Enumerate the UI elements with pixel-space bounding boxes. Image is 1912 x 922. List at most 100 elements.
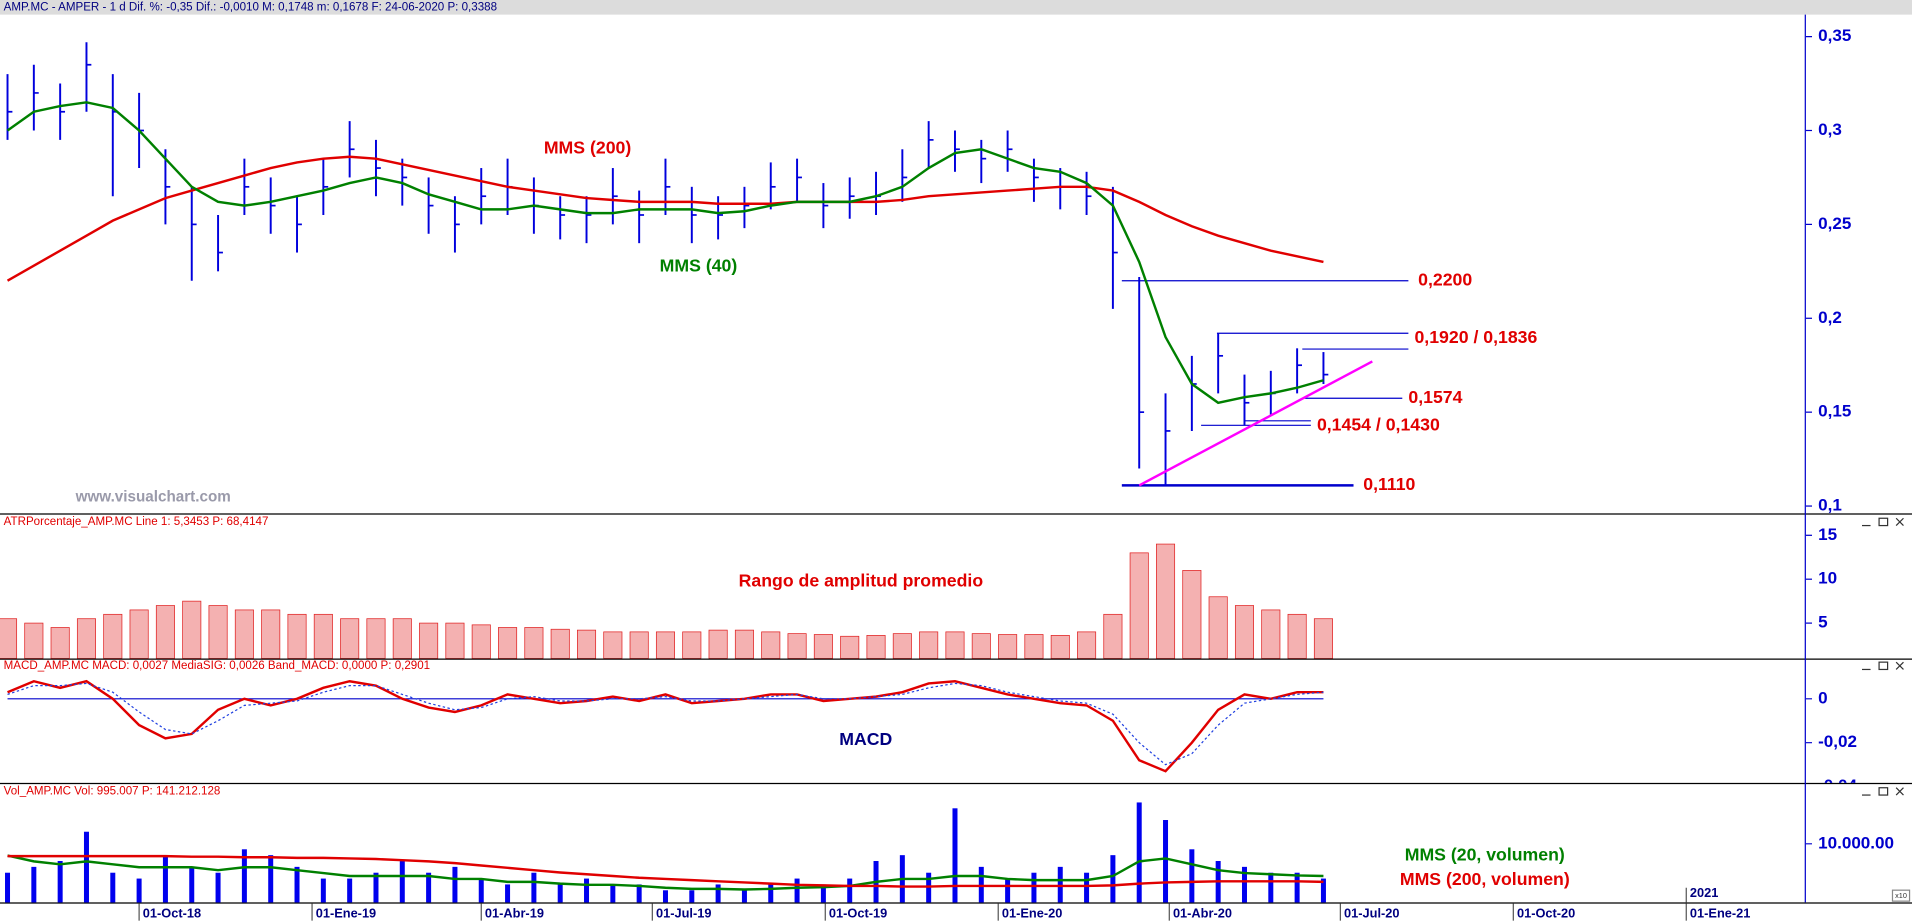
line-series (7, 854, 1324, 891)
bar (1129, 552, 1149, 659)
bar (577, 629, 597, 659)
y-tick-label: 0,1 (1818, 496, 1842, 515)
bar (1136, 802, 1142, 903)
series-label: MMS (200) (544, 137, 631, 157)
bar (768, 884, 774, 903)
x-tick-label: 01-Abr-19 (485, 905, 544, 920)
bar (1031, 872, 1037, 903)
bar (1182, 570, 1202, 659)
bar (655, 631, 675, 659)
year-label: 2021 (1690, 885, 1718, 900)
bar (347, 878, 353, 903)
bar (741, 890, 747, 903)
bar (557, 884, 563, 903)
x-tick-label: 01-Ene-20 (1002, 905, 1062, 920)
window-controls[interactable] (1862, 517, 1904, 796)
bar (340, 618, 360, 659)
bar (215, 872, 221, 903)
bar (998, 634, 1018, 659)
level-label: 0,2200 (1418, 269, 1472, 289)
line-series (7, 854, 1324, 888)
bar (971, 633, 991, 659)
y-tick-label: 0,3 (1818, 120, 1842, 139)
bar (1241, 866, 1247, 903)
bar (373, 872, 379, 903)
bar (787, 633, 807, 659)
bar (1005, 878, 1011, 903)
bar (268, 855, 274, 903)
bar (629, 631, 649, 659)
bar (419, 622, 439, 659)
bar (0, 618, 18, 659)
bar (320, 878, 326, 903)
line-series (6, 101, 1324, 405)
level-label: 0,1110 (1363, 474, 1415, 494)
watermark: www.visualchart.com (75, 489, 231, 506)
bar (294, 866, 300, 903)
bar (57, 861, 63, 903)
x-tick-label: 01-Oct-19 (829, 905, 887, 920)
bar (1313, 618, 1333, 659)
bar (83, 831, 89, 903)
bar (715, 884, 721, 903)
bar (919, 631, 939, 659)
bar (1024, 634, 1044, 659)
panel-header: ATRPorcentaje_AMP.MC Line 1: 5,3453 P: 6… (4, 516, 269, 528)
x-tick-label: 01-Ene-21 (1690, 905, 1750, 920)
bar (313, 613, 333, 659)
panel-header: Vol_AMP.MC Vol: 995.007 P: 141.212.128 (4, 785, 221, 797)
bar (392, 618, 412, 659)
bar (155, 605, 175, 659)
bar (1287, 613, 1307, 659)
bar (505, 884, 511, 903)
bar (110, 872, 116, 903)
y-tick-label: 0,25 (1818, 214, 1852, 233)
bar (445, 622, 465, 659)
line-series (6, 155, 1324, 282)
bar (478, 878, 484, 903)
bar (1261, 609, 1281, 659)
bar (234, 609, 254, 659)
bar (945, 631, 965, 659)
bar (1156, 543, 1176, 659)
bar (550, 628, 570, 659)
bar (366, 618, 386, 659)
annotation: MACD (839, 729, 892, 749)
scale-button[interactable] (1891, 889, 1911, 902)
panel: 0,1 0,15 0,2 0,25 0,3 0,35 www.visualchart.com… (6, 26, 1852, 515)
bar (471, 624, 491, 659)
x-tick-label: 01-Abr-20 (1173, 905, 1232, 920)
bar (1234, 605, 1254, 659)
line-series (7, 682, 1324, 766)
scale-button-label[interactable]: x10 (1895, 891, 1907, 900)
bar (708, 629, 728, 659)
series-label: MMS (40) (660, 256, 738, 276)
y-tick-label: 10.000.00 (1818, 833, 1894, 852)
bar (524, 627, 544, 659)
y-tick-label: -0,02 (1818, 732, 1857, 751)
bar (1294, 872, 1300, 903)
bar (1103, 613, 1123, 659)
y-tick-label: 0,15 (1818, 402, 1852, 421)
level-label: 0,1920 / 0,1836 (1414, 327, 1537, 347)
annotation: Rango de amplitud promedio (739, 570, 984, 590)
bar (1077, 631, 1097, 659)
bar (208, 605, 228, 659)
bar (498, 627, 518, 659)
bar (261, 609, 281, 659)
bar (610, 884, 616, 903)
bar (952, 808, 958, 903)
bar (1163, 820, 1169, 903)
bar (584, 878, 590, 903)
x-tick-label: 01-Oct-20 (1517, 905, 1575, 920)
bar (76, 618, 96, 659)
bar (129, 609, 149, 659)
y-tick-label: 0 (1818, 688, 1827, 707)
panel: 5 10 15 Rango de amplitud promedio (0, 528, 1838, 659)
bar (24, 622, 44, 659)
x-tick-label: 01-Jul-19 (656, 905, 711, 920)
bar (103, 613, 123, 659)
bar (1110, 855, 1116, 903)
